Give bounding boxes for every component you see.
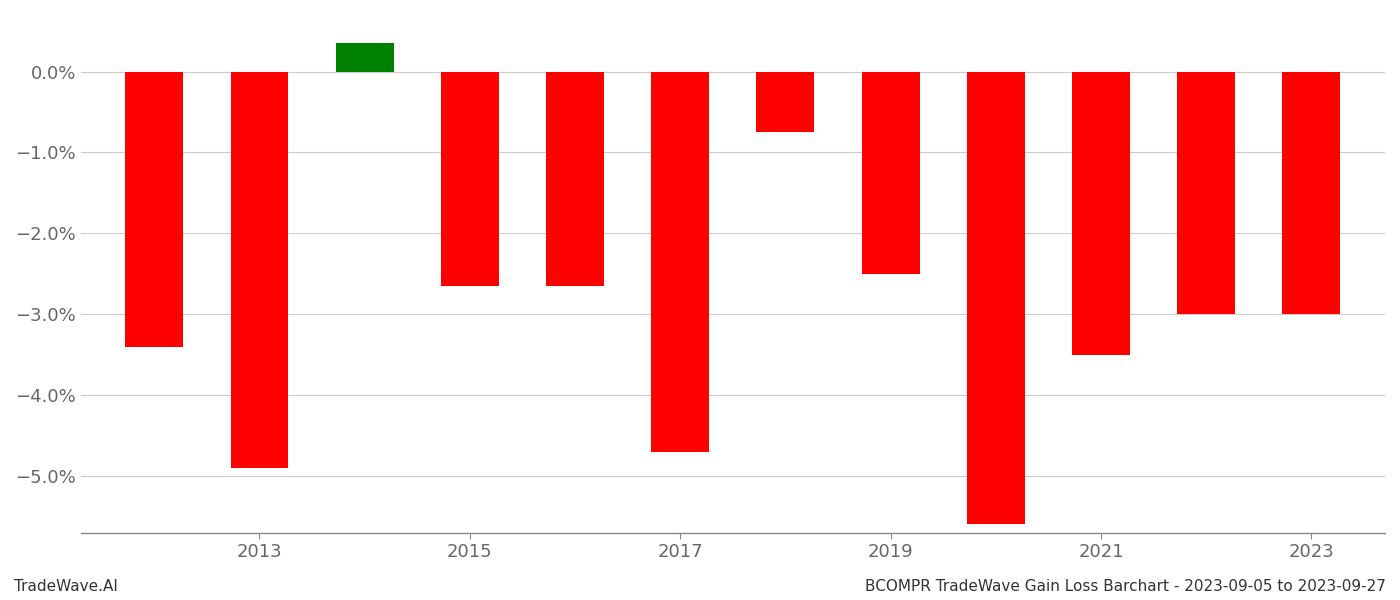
Text: BCOMPR TradeWave Gain Loss Barchart - 2023-09-05 to 2023-09-27: BCOMPR TradeWave Gain Loss Barchart - 20… bbox=[865, 579, 1386, 594]
Bar bbox=[231, 71, 288, 468]
Bar bbox=[1072, 71, 1130, 355]
Bar bbox=[756, 71, 815, 132]
Text: TradeWave.AI: TradeWave.AI bbox=[14, 579, 118, 594]
Bar bbox=[861, 71, 920, 274]
Bar bbox=[1282, 71, 1340, 314]
Bar bbox=[126, 71, 183, 347]
Bar bbox=[336, 43, 393, 71]
Bar bbox=[651, 71, 710, 452]
Bar bbox=[441, 71, 498, 286]
Bar bbox=[1177, 71, 1235, 314]
Bar bbox=[967, 71, 1025, 524]
Bar bbox=[546, 71, 603, 286]
